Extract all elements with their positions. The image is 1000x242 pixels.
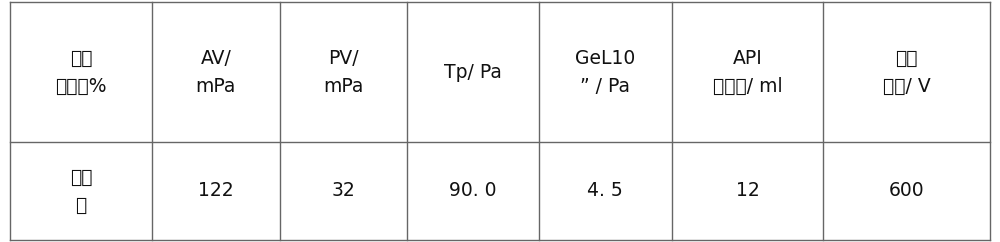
Text: 本发
明加量%: 本发 明加量% [55, 49, 107, 96]
Text: 钻井
液: 钻井 液 [70, 167, 92, 214]
Text: 破浮
电压/ V: 破浮 电压/ V [883, 49, 931, 96]
Text: Tp/ Pa: Tp/ Pa [444, 63, 502, 82]
Text: 4. 5: 4. 5 [587, 182, 623, 200]
Text: 32: 32 [331, 182, 355, 200]
Text: 600: 600 [889, 182, 925, 200]
Text: 90. 0: 90. 0 [449, 182, 497, 200]
Text: GeL10
” / Pa: GeL10 ” / Pa [575, 49, 635, 96]
Text: 12: 12 [736, 182, 759, 200]
Text: AV/
mPa: AV/ mPa [196, 49, 236, 96]
Text: PV/
mPa: PV/ mPa [323, 49, 363, 96]
Text: API
滤失量/ ml: API 滤失量/ ml [713, 49, 782, 96]
Text: 122: 122 [198, 182, 234, 200]
